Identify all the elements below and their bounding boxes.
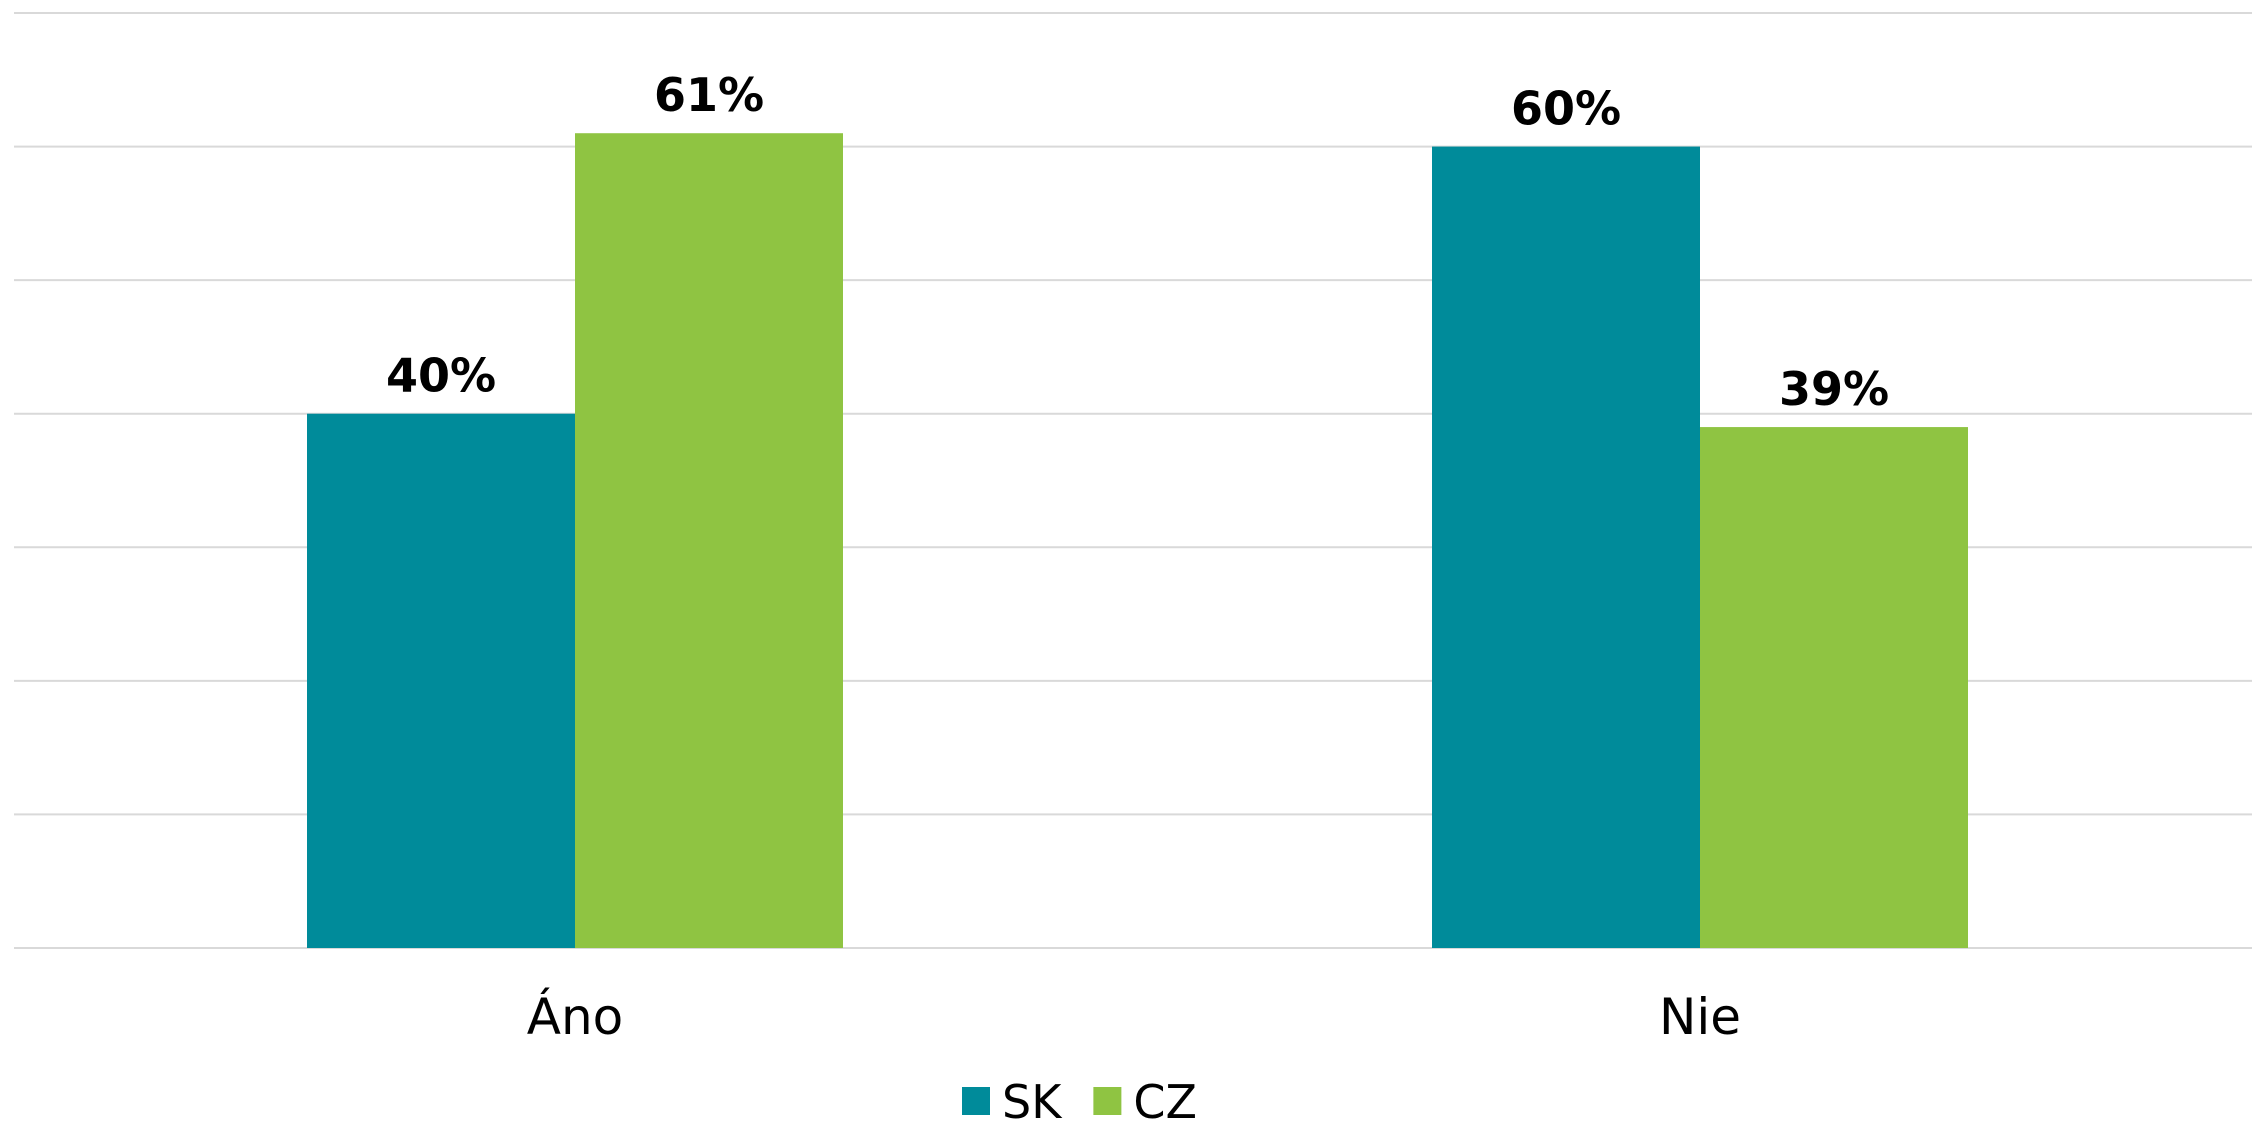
category-label: Nie (1659, 988, 1741, 1046)
legend: SK CZ (962, 1075, 1197, 1129)
data-label-sk-1: 40% (386, 349, 496, 403)
bar-cz-1 (575, 133, 843, 948)
bar-sk-1 (307, 413, 575, 948)
legend-swatch-sk (962, 1087, 990, 1115)
legend-label-sk: SK (1002, 1075, 1063, 1129)
category-label: Áno (527, 987, 623, 1046)
legend-label-cz: CZ (1133, 1075, 1197, 1129)
data-label-sk-2: 60% (1511, 82, 1621, 136)
bar-sk-2 (1432, 146, 1700, 949)
data-label-cz-1: 61% (654, 68, 764, 122)
bars (307, 133, 1968, 949)
data-label-cz-2: 39% (1779, 362, 1889, 416)
data-labels: 40% 61% 60% 39% (386, 68, 1889, 416)
legend-swatch-cz (1093, 1087, 1122, 1115)
category-labels: Áno Nie (527, 987, 1741, 1046)
bar-cz-2 (1700, 427, 1968, 949)
